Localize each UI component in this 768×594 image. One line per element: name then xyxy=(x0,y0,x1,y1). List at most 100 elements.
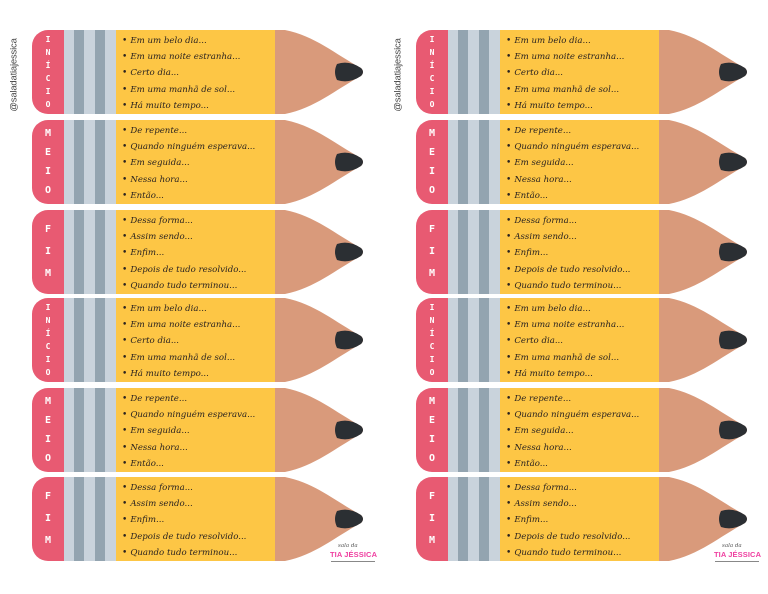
pencil-tip-icon xyxy=(659,388,747,472)
phrase-item: Assim sendo... xyxy=(122,229,276,245)
pencil-body: Dessa forma...Assim sendo...Enfim...Depo… xyxy=(500,210,660,294)
label-letter: O xyxy=(45,367,51,377)
label-letter: F xyxy=(428,491,436,502)
label-letter: N xyxy=(429,315,435,325)
pencil-body: Em um belo dia...Em uma noite estranha..… xyxy=(116,298,276,382)
instagram-handle-text: @saladatiajessica xyxy=(8,38,20,112)
phrase-item: Dessa forma... xyxy=(506,480,660,496)
phrase-item: Assim sendo... xyxy=(506,229,660,245)
phrase-item: Em seguida... xyxy=(506,423,660,439)
label-letter: O xyxy=(428,184,436,196)
label-letter: O xyxy=(45,99,51,109)
pencil-body: De repente...Quando ninguém esperava...E… xyxy=(116,120,276,204)
brand-logo: sala da TIA JÉSSICA xyxy=(714,543,768,569)
pencil-tip-icon xyxy=(275,120,363,204)
phrase-list: De repente...Quando ninguém esperava...E… xyxy=(506,123,660,204)
label-letter: O xyxy=(429,99,435,109)
pencil-card: FIM Dessa forma...Assim sendo...Enfim...D… xyxy=(32,477,363,561)
label-letter: I xyxy=(429,86,435,96)
phrase-item: Em uma manhã de sol... xyxy=(506,82,660,98)
pencil-tip-icon xyxy=(275,388,363,472)
phrase-item: Em uma noite estranha... xyxy=(506,317,660,333)
pencil-tip xyxy=(659,30,749,114)
label-letter: I xyxy=(44,513,52,524)
label-letter: M xyxy=(44,395,52,407)
label-letter: N xyxy=(45,47,51,57)
pencil-card: FIM Dessa forma...Assim sendo...Enfim...D… xyxy=(32,210,363,294)
phrase-list: Em um belo dia...Em uma noite estranha..… xyxy=(506,33,660,114)
pencil-ferrule xyxy=(448,30,500,114)
pencil-tip xyxy=(659,298,749,382)
phrase-item: Nessa hora... xyxy=(506,172,660,188)
pencil-tip xyxy=(659,210,749,294)
phrase-item: Assim sendo... xyxy=(122,496,276,512)
phrase-item: Quando tudo terminou... xyxy=(506,545,660,561)
label-letter: Í xyxy=(429,328,435,338)
phrase-item: Certo dia... xyxy=(122,333,276,349)
logo-big-text: TIA JÉSSICA xyxy=(330,550,378,559)
label-letter: E xyxy=(428,146,436,158)
phrase-list: Em um belo dia...Em uma noite estranha..… xyxy=(122,301,276,382)
phrase-item: Em seguida... xyxy=(506,155,660,171)
label-letter: O xyxy=(44,452,52,464)
pencil-tip-icon xyxy=(275,298,363,382)
phrase-item: Em uma manhã de sol... xyxy=(506,350,660,366)
label-letter: E xyxy=(428,414,436,426)
phrase-item: Então... xyxy=(506,188,660,204)
pencil-body: Dessa forma...Assim sendo...Enfim...Depo… xyxy=(500,477,660,561)
phrase-item: Dessa forma... xyxy=(122,480,276,496)
instagram-handle: @saladatiajessica xyxy=(391,30,405,120)
logo-underline xyxy=(331,561,375,562)
label-letter: I xyxy=(44,433,52,445)
phrase-item: Em uma manhã de sol... xyxy=(122,82,276,98)
label-letter: Í xyxy=(45,328,51,338)
pencil-ferrule xyxy=(448,298,500,382)
label-letter: C xyxy=(429,341,435,351)
phrase-item: Em um belo dia... xyxy=(122,33,276,49)
pencil-tip xyxy=(275,120,365,204)
pencil-tip-icon xyxy=(659,120,747,204)
label-letter: C xyxy=(45,73,51,83)
pencil-tip-icon xyxy=(275,30,363,114)
phrase-item: Dessa forma... xyxy=(506,213,660,229)
pencil-ferrule xyxy=(448,388,500,472)
phrase-list: Dessa forma...Assim sendo...Enfim...Depo… xyxy=(122,213,276,294)
phrase-item: Em um belo dia... xyxy=(506,301,660,317)
phrase-item: Quando tudo terminou... xyxy=(122,278,276,294)
pencil-ferrule xyxy=(448,120,500,204)
label-letter: M xyxy=(44,268,52,279)
phrase-item: Há muito tempo... xyxy=(506,366,660,382)
phrase-item: Enfim... xyxy=(506,245,660,261)
pencil-ferrule xyxy=(64,477,116,561)
phrase-item: Quando ninguém esperava... xyxy=(122,407,276,423)
label-letter: I xyxy=(45,302,51,312)
label-letter: I xyxy=(428,513,436,524)
label-letter: I xyxy=(428,433,436,445)
label-letter: I xyxy=(45,34,51,44)
pencil-ferrule xyxy=(448,210,500,294)
phrase-item: Certo dia... xyxy=(506,333,660,349)
label-letter: O xyxy=(428,452,436,464)
phrase-item: Em um belo dia... xyxy=(122,301,276,317)
pencil-card: FIM Dessa forma...Assim sendo...Enfim...D… xyxy=(416,477,747,561)
phrase-item: Nessa hora... xyxy=(506,440,660,456)
phrase-item: Quando ninguém esperava... xyxy=(122,139,276,155)
label-letter: I xyxy=(45,86,51,96)
pencil-tip xyxy=(275,30,365,114)
phrase-item: Em uma noite estranha... xyxy=(122,49,276,65)
phrase-item: Quando tudo terminou... xyxy=(122,545,276,561)
label-letter: I xyxy=(428,246,436,257)
pencil-tip-icon xyxy=(659,30,747,114)
